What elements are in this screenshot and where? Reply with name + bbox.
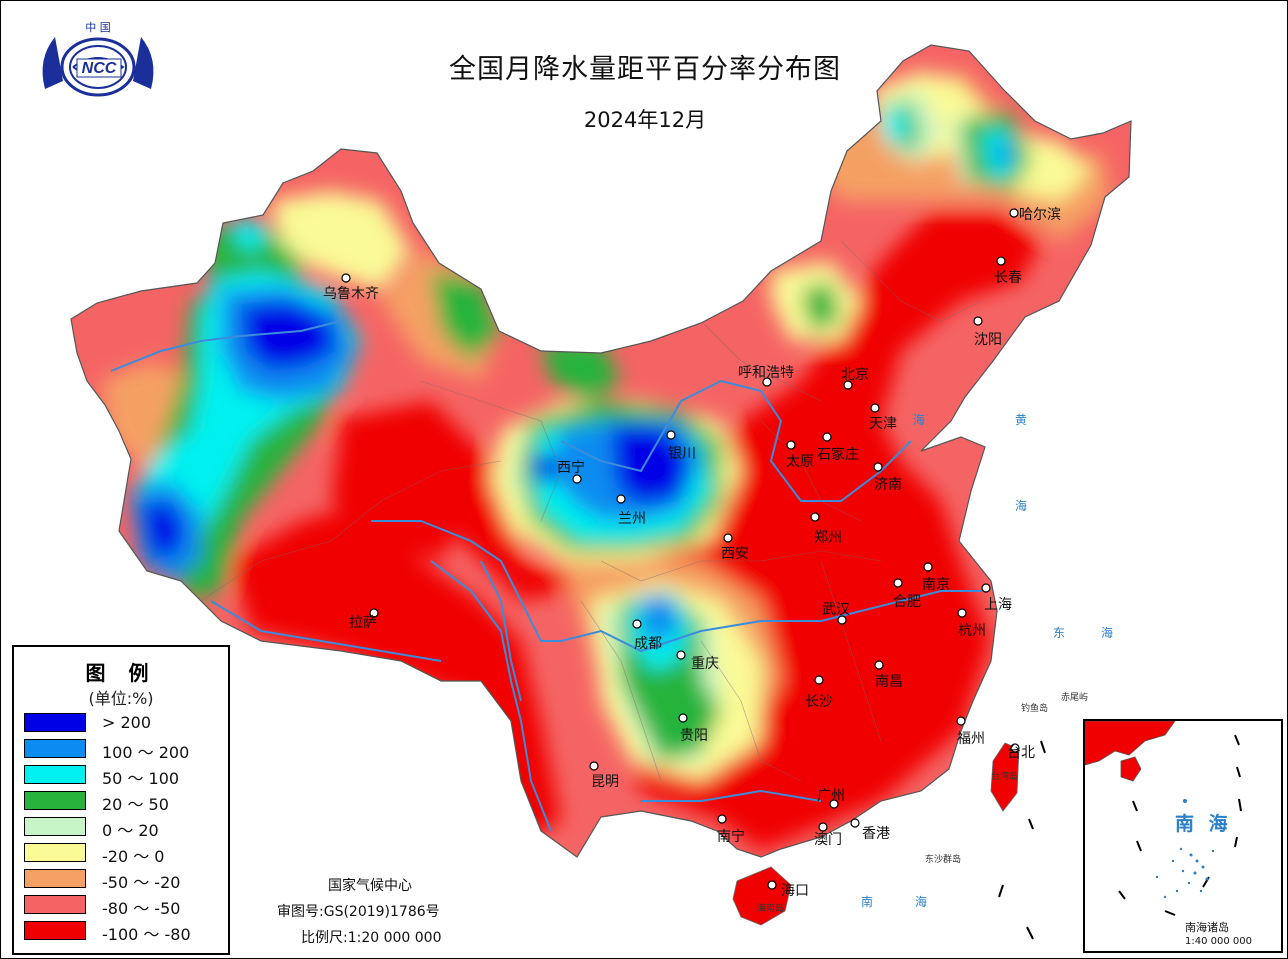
city-chongqing: 重庆 [691, 656, 719, 672]
legend-label: -100 ～ -80 [102, 925, 191, 944]
rivers [110, 320, 981, 832]
legend-swatch [24, 817, 86, 836]
footer-scale: 比例尺:1:20 000 000 [301, 930, 442, 946]
sea-label-nan-1: 南 [861, 895, 874, 909]
inset-islands-label: 南海诸岛 [1185, 921, 1229, 934]
legend-label: -20 ～ 0 [102, 847, 165, 866]
legend-swatch [24, 869, 86, 888]
city-shanghai: 上海 [984, 597, 1012, 613]
city-beijing: 北京 [841, 367, 869, 383]
legend-swatch [24, 713, 86, 732]
sea-label-bo: 海 [913, 413, 926, 427]
logo-top-text: 中 国 [85, 21, 111, 34]
city-lanzhou: 兰州 [618, 511, 646, 527]
city-lhasa: 拉萨 [349, 615, 377, 631]
legend-label: > 200 [102, 713, 152, 732]
legend-swatch [24, 843, 86, 862]
sea-label-dong-1: 东 [1053, 626, 1066, 640]
city-yinchuan: 银川 [668, 446, 696, 462]
sea-label-nan-2: 海 [915, 895, 928, 909]
legend-swatch [24, 921, 86, 940]
city-xian: 西安 [721, 546, 749, 562]
legend-label: -50 ～ -20 [102, 873, 181, 892]
inset-sea-label: 南 海 [1175, 813, 1232, 835]
legend-label: 100 ～ 200 [102, 743, 190, 762]
sea-label-dong-2: 海 [1101, 626, 1114, 640]
city-changchun: 长春 [994, 270, 1022, 286]
inset-scale: 1:40 000 000 [1185, 936, 1252, 947]
footer-org: 国家气候中心 [328, 878, 412, 894]
city-tianjin: 天津 [869, 416, 897, 432]
city-urumqi: 乌鲁木齐 [323, 286, 379, 302]
legend-label: -80 ～ -50 [102, 899, 181, 918]
china-outline [70, 44, 1132, 858]
city-fuzhou: 福州 [957, 731, 985, 747]
city-nanning: 南宁 [717, 829, 745, 845]
province-borders [200, 240, 982, 782]
city-wuhan: 武汉 [822, 602, 850, 618]
legend-label: 20 ～ 50 [102, 795, 169, 814]
city-hohhot: 呼和浩特 [738, 365, 794, 381]
city-guangzhou: 广州 [817, 788, 845, 804]
city-guiyang: 贵阳 [680, 728, 708, 744]
legend-title: 图 例 [85, 661, 157, 685]
city-taipei: 台北 [1007, 745, 1035, 761]
city-jinan: 济南 [874, 477, 902, 493]
sea-label-huang-2: 海 [1015, 499, 1028, 513]
city-hongkong: 香港 [862, 826, 890, 842]
legend: 图 例 (单位:%) > 200 100 ～ 200 50 ～ 100 20 ～ 50… [12, 645, 230, 955]
city-harbin: 哈尔滨 [1019, 207, 1061, 223]
legend-swatch [24, 765, 86, 784]
city-hefei: 合肥 [893, 594, 921, 610]
city-changsha: 长沙 [805, 694, 833, 710]
city-taiyuan: 太原 [786, 454, 814, 470]
legend-swatch [24, 739, 86, 758]
city-haikou: 海口 [781, 883, 809, 899]
legend-swatch [24, 895, 86, 914]
island-dongsha: 东沙群岛 [925, 855, 962, 865]
island-taiwan: 台湾岛 [991, 772, 1019, 782]
city-macau: 澳门 [814, 832, 842, 848]
map-subtitle: 2024年12月 [583, 108, 707, 132]
island-hainan: 海南岛 [757, 904, 785, 914]
island-chiwei: 赤尾屿 [1061, 693, 1089, 703]
city-nanchang: 南昌 [875, 674, 903, 690]
city-kunming: 昆明 [591, 774, 619, 790]
inset-map [1085, 721, 1242, 916]
city-xining: 西宁 [557, 460, 585, 476]
city-shijiazhuang: 石家庄 [817, 447, 859, 463]
south-china-sea-inset: 南 海 南海诸岛 1:40 000 000 [1083, 719, 1283, 953]
legend-label: 0 ～ 20 [102, 821, 159, 840]
city-zhengzhou: 郑州 [814, 530, 842, 546]
logo-ncc-text: NCC [82, 60, 117, 77]
ncc-logo: NCC 中 国 [42, 21, 154, 97]
legend-unit: (单位:%) [88, 689, 154, 708]
legend-label: 50 ～ 100 [102, 769, 180, 788]
island-diaoyu: 钓鱼岛 [1021, 704, 1049, 714]
city-markers [341, 208, 1020, 890]
legend-swatch [24, 791, 86, 810]
map-title: 全国月降水量距平百分率分布图 [449, 54, 841, 85]
city-shenyang: 沈阳 [974, 332, 1002, 348]
footer-review-number: 审图号:GS(2019)1786号 [277, 904, 440, 920]
hainan-island [732, 866, 792, 926]
city-hangzhou: 杭州 [958, 623, 986, 639]
city-nanjing: 南京 [922, 577, 950, 593]
city-chengdu: 成都 [634, 636, 662, 652]
nine-dash-line [998, 740, 1046, 940]
sea-label-huang-1: 黄 [1015, 413, 1028, 427]
